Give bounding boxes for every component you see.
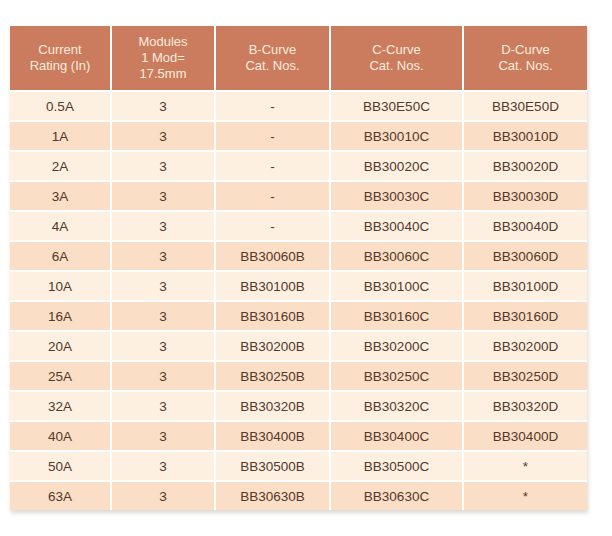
current-rating-cell: 10A: [10, 272, 110, 300]
b-curve-cell: BB30100B: [216, 272, 329, 300]
current-rating-cell: 16A: [10, 302, 110, 330]
d-curve-cell: *: [464, 482, 587, 510]
d-curve-cell: BB30100D: [464, 272, 587, 300]
d-curve-cell: BB30010D: [464, 122, 587, 150]
current-rating-cell: 63A: [10, 482, 110, 510]
b-curve-cell: -: [216, 182, 329, 210]
header-d-curve: D-Curve Cat. Nos.: [464, 26, 587, 90]
c-curve-cell: BB30250C: [331, 362, 462, 390]
b-curve-cell: -: [216, 212, 329, 240]
header-c-curve: C-Curve Cat. Nos.: [331, 26, 462, 90]
modules-cell: 3: [112, 272, 214, 300]
current-rating-cell: 32A: [10, 392, 110, 420]
d-curve-cell: BB30160D: [464, 302, 587, 330]
d-curve-cell: BB30400D: [464, 422, 587, 450]
d-curve-cell: BB30320D: [464, 392, 587, 420]
current-rating-cell: 0.5A: [10, 92, 110, 120]
modules-cell: 3: [112, 362, 214, 390]
b-curve-cell: BB30630B: [216, 482, 329, 510]
current-rating-cell: 1A: [10, 122, 110, 150]
current-rating-cell: 40A: [10, 422, 110, 450]
b-curve-cell: -: [216, 152, 329, 180]
c-curve-cell: BB30030C: [331, 182, 462, 210]
current-rating-cell: 3A: [10, 182, 110, 210]
modules-cell: 3: [112, 152, 214, 180]
d-curve-cell: BB30060D: [464, 242, 587, 270]
header-b-curve: B-Curve Cat. Nos.: [216, 26, 329, 90]
b-curve-cell: BB30250B: [216, 362, 329, 390]
catalog-number-table: Current Rating (In) Modules 1 Mod= 17.5m…: [10, 26, 587, 510]
current-rating-cell: 50A: [10, 452, 110, 480]
b-curve-cell: BB30320B: [216, 392, 329, 420]
d-curve-cell: *: [464, 452, 587, 480]
c-curve-cell: BB30040C: [331, 212, 462, 240]
d-curve-cell: BB30250D: [464, 362, 587, 390]
header-current-rating: Current Rating (In): [10, 26, 110, 90]
b-curve-cell: -: [216, 122, 329, 150]
d-curve-cell: BB30020D: [464, 152, 587, 180]
modules-cell: 3: [112, 482, 214, 510]
current-rating-cell: 20A: [10, 332, 110, 360]
modules-cell: 3: [112, 212, 214, 240]
c-curve-cell: BB30010C: [331, 122, 462, 150]
d-curve-cell: BB30200D: [464, 332, 587, 360]
c-curve-cell: BB30E50C: [331, 92, 462, 120]
modules-cell: 3: [112, 182, 214, 210]
current-rating-cell: 4A: [10, 212, 110, 240]
c-curve-cell: BB30500C: [331, 452, 462, 480]
c-curve-cell: BB30020C: [331, 152, 462, 180]
header-modules: Modules 1 Mod= 17.5mm: [112, 26, 214, 90]
modules-cell: 3: [112, 302, 214, 330]
c-curve-cell: BB30630C: [331, 482, 462, 510]
d-curve-cell: BB30040D: [464, 212, 587, 240]
c-curve-cell: BB30200C: [331, 332, 462, 360]
current-rating-cell: 6A: [10, 242, 110, 270]
b-curve-cell: BB30060B: [216, 242, 329, 270]
modules-cell: 3: [112, 452, 214, 480]
current-rating-cell: 25A: [10, 362, 110, 390]
modules-cell: 3: [112, 392, 214, 420]
current-rating-cell: 2A: [10, 152, 110, 180]
b-curve-cell: BB30500B: [216, 452, 329, 480]
b-curve-cell: BB30400B: [216, 422, 329, 450]
modules-cell: 3: [112, 92, 214, 120]
d-curve-cell: BB30E50D: [464, 92, 587, 120]
modules-cell: 3: [112, 242, 214, 270]
b-curve-cell: -: [216, 92, 329, 120]
c-curve-cell: BB30400C: [331, 422, 462, 450]
b-curve-cell: BB30200B: [216, 332, 329, 360]
c-curve-cell: BB30320C: [331, 392, 462, 420]
c-curve-cell: BB30160C: [331, 302, 462, 330]
d-curve-cell: BB30030D: [464, 182, 587, 210]
c-curve-cell: BB30060C: [331, 242, 462, 270]
modules-cell: 3: [112, 122, 214, 150]
c-curve-cell: BB30100C: [331, 272, 462, 300]
b-curve-cell: BB30160B: [216, 302, 329, 330]
modules-cell: 3: [112, 422, 214, 450]
modules-cell: 3: [112, 332, 214, 360]
